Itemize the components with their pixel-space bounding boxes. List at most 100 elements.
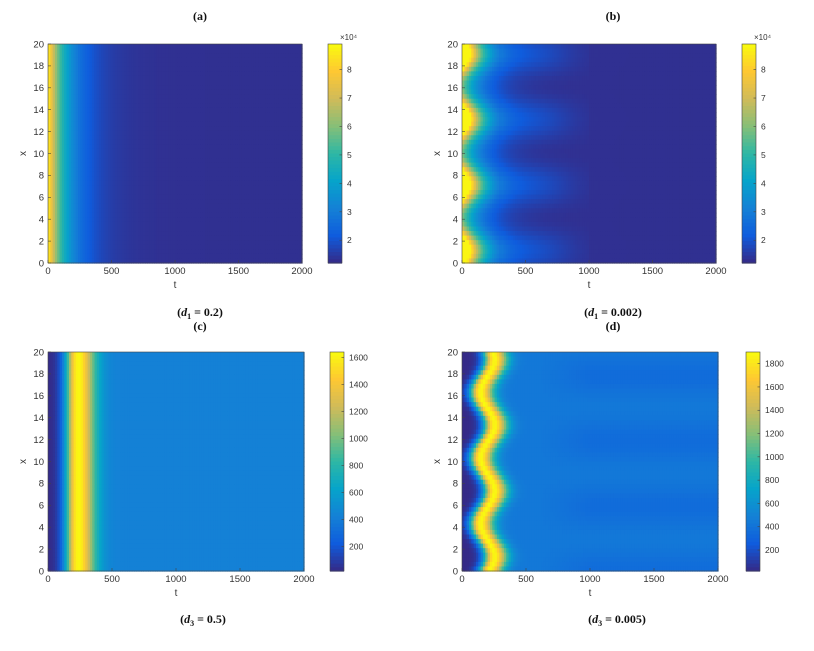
heatmap-cell	[78, 66, 81, 72]
heatmap-cell	[89, 80, 93, 86]
heatmap-cell	[299, 75, 303, 82]
heatmap-cell	[131, 148, 135, 155]
heatmap-cell	[258, 126, 262, 132]
heatmap-cell	[66, 57, 70, 63]
heatmap-cell	[126, 107, 130, 114]
heatmap-cell	[142, 126, 146, 132]
heatmap-cell	[131, 103, 135, 109]
heatmap-cell	[140, 117, 144, 123]
heatmap-cell	[181, 117, 185, 123]
heatmap-cell	[105, 176, 109, 182]
heatmap-cell	[114, 126, 118, 132]
heatmap-cell	[48, 94, 51, 100]
heatmap-cell	[170, 171, 174, 177]
heatmap-cell	[223, 85, 227, 91]
heatmap-cell	[158, 130, 162, 136]
heatmap-cell	[89, 199, 93, 205]
heatmap-cell	[211, 167, 215, 173]
heatmap-cell	[262, 180, 266, 187]
heatmap-cell	[175, 130, 178, 136]
heatmap-cell	[218, 85, 222, 91]
heatmap-cell	[78, 162, 81, 168]
heatmap-cell	[147, 117, 151, 123]
heatmap-cell	[105, 130, 109, 136]
heatmap-cell	[121, 135, 125, 141]
heatmap-cell	[84, 121, 88, 127]
heatmap-cell	[255, 167, 259, 173]
heatmap-cell	[177, 190, 181, 196]
heatmap-cell	[216, 48, 220, 54]
heatmap-cell	[175, 171, 178, 177]
heatmap-cell	[158, 80, 162, 86]
heatmap-cell	[265, 130, 268, 136]
heatmap-cell	[112, 121, 116, 127]
heatmap-cell	[267, 185, 271, 191]
heatmap-cell	[128, 135, 132, 141]
heatmap-cell	[140, 107, 144, 114]
heatmap-cell	[73, 98, 77, 104]
heatmap-cell	[209, 66, 213, 72]
heatmap-cell	[151, 180, 155, 187]
heatmap-cell	[297, 117, 301, 123]
heatmap-cell	[96, 98, 100, 104]
heatmap-cell	[96, 48, 100, 54]
heatmap-cell	[239, 153, 243, 159]
heatmap-cell	[181, 180, 185, 187]
heatmap-cell	[68, 171, 72, 177]
heatmap-cell	[78, 48, 81, 54]
heatmap-cell	[195, 185, 199, 191]
heatmap-cell	[232, 171, 236, 177]
heatmap-cell	[271, 98, 275, 104]
heatmap-cell	[172, 80, 176, 86]
heatmap-cell	[50, 85, 54, 91]
heatmap-cell	[147, 85, 151, 91]
heatmap-cell	[225, 176, 229, 182]
heatmap-cell	[232, 180, 236, 187]
heatmap-cell	[87, 167, 91, 173]
heatmap-cell	[158, 107, 162, 114]
heatmap-cell	[68, 94, 72, 100]
heatmap-cell	[216, 66, 220, 72]
heatmap-cell	[237, 199, 241, 205]
heatmap-cell	[149, 48, 153, 54]
heatmap-cell	[165, 117, 169, 123]
heatmap-cell	[200, 103, 204, 109]
heatmap-cell	[57, 75, 61, 82]
heatmap-cell	[124, 126, 128, 132]
heatmap-cell	[237, 94, 241, 100]
heatmap-cell	[133, 126, 137, 132]
heatmap-cell	[214, 62, 218, 68]
heatmap-cell	[278, 71, 282, 77]
heatmap-cell	[205, 117, 208, 123]
heatmap-cell	[216, 171, 220, 177]
heatmap-cell	[94, 75, 98, 82]
heatmap-cell	[54, 48, 58, 54]
heatmap-cell	[255, 94, 259, 100]
heatmap-cell	[59, 121, 63, 127]
heatmap-cell	[274, 148, 278, 155]
heatmap-cell	[200, 62, 204, 68]
heatmap-cell	[278, 126, 282, 132]
heatmap-cell	[52, 62, 56, 68]
heatmap-cell	[84, 112, 88, 118]
heatmap-cell	[283, 153, 287, 159]
heatmap-cell	[292, 153, 296, 159]
heatmap-cell	[237, 107, 241, 114]
heatmap-cell	[52, 171, 56, 177]
heatmap-cell	[170, 167, 174, 173]
heatmap-cell	[147, 94, 151, 100]
heatmap-cell	[54, 139, 58, 145]
heatmap-cell	[78, 89, 81, 95]
heatmap-cell	[276, 89, 280, 95]
heatmap-cell	[191, 176, 195, 182]
heatmap-cell	[265, 167, 268, 173]
heatmap-cell	[214, 94, 218, 100]
heatmap-cell	[59, 162, 63, 168]
heatmap-cell	[59, 199, 63, 205]
heatmap-cell	[278, 158, 282, 164]
heatmap-cell	[235, 190, 238, 196]
heatmap-cell	[205, 190, 208, 196]
heatmap-cell	[131, 121, 135, 127]
heatmap-cell	[126, 199, 130, 205]
heatmap-cell	[101, 194, 105, 200]
